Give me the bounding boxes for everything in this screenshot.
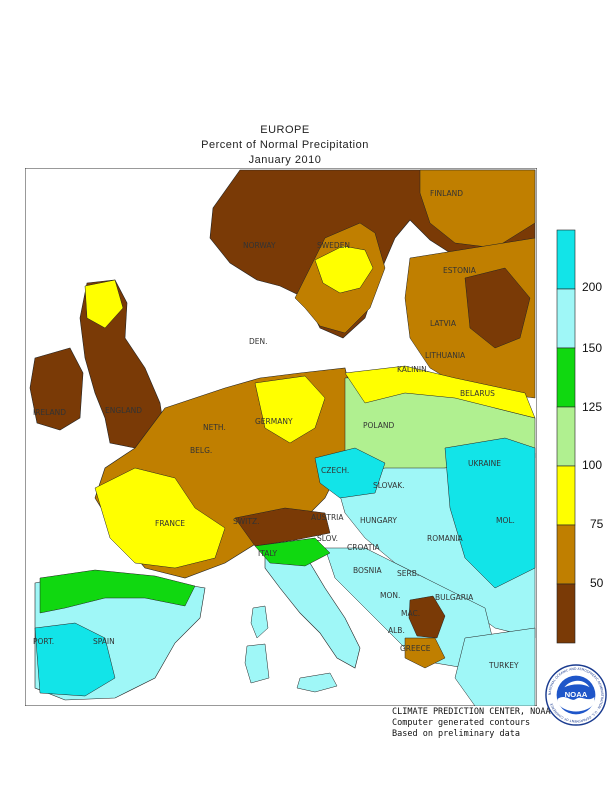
region-corsica	[250, 605, 269, 639]
region-sweden-yellow	[314, 245, 374, 294]
credits: CLIMATE PREDICTION CENTER, NOAA Computer…	[392, 707, 551, 740]
label-germany: GERMANY	[255, 417, 293, 426]
label-moldova: MOL.	[496, 516, 515, 525]
label-kaliningrad: KALININ.	[397, 365, 429, 374]
legend-label-75: 75	[590, 517, 604, 531]
label-poland: POLAND	[363, 421, 395, 430]
label-estonia: ESTONIA	[443, 266, 477, 275]
region-poland-yellow	[344, 365, 536, 419]
region-portugal-deep-cyan	[34, 622, 116, 697]
region-greece-dark	[408, 595, 446, 639]
label-italy: ITALY	[258, 549, 278, 558]
region-ukraine-deep-cyan	[444, 437, 536, 589]
credits-line-1: CLIMATE PREDICTION CENTER, NOAA	[392, 707, 551, 717]
label-denmark: DEN.	[249, 337, 268, 346]
credits-line-2: Computer generated contours	[392, 718, 531, 728]
label-greece: GREECE	[400, 644, 431, 653]
label-albania: ALB.	[388, 626, 405, 635]
label-ukraine: UKRAINE	[468, 459, 501, 468]
label-belgium: BELG.	[190, 446, 212, 455]
precipitation-map: FINLAND NORWAY SWEDEN ESTONIA LATVIA LIT…	[25, 168, 537, 706]
map-period: January 2010	[248, 154, 322, 166]
label-macedonia: MAC.	[401, 609, 420, 618]
label-latvia: LATVIA	[430, 319, 457, 328]
region-sardinia	[244, 643, 270, 684]
legend-swatch-1	[556, 288, 576, 349]
region-scotland-yellow	[84, 279, 124, 329]
legend-label-125: 125	[582, 400, 603, 414]
label-finland: FINLAND	[430, 189, 463, 198]
label-hungary: HUNGARY	[360, 516, 397, 525]
legend-label-200: 200	[582, 280, 603, 294]
legend-swatch-2	[556, 347, 576, 408]
map-region-title: EUROPE	[260, 124, 310, 136]
region-finland	[419, 169, 536, 249]
region-greece-brown	[404, 637, 446, 669]
noaa-logo-text: NOAA	[565, 690, 588, 699]
map-title: Percent of Normal Precipitation	[201, 139, 369, 151]
label-spain: SPAIN	[93, 637, 115, 646]
label-switzerland: SWITZ.	[233, 517, 260, 526]
noaa-logo: NOAA NATIONAL OCEANIC AND ATMOSPHERIC AD…	[545, 664, 607, 726]
precipitation-legend	[556, 229, 576, 644]
region-czech-cyan	[314, 447, 386, 499]
label-france: FRANCE	[155, 519, 185, 528]
legend-label-50: 50	[590, 576, 604, 590]
label-ireland: IRELAND	[33, 408, 66, 417]
label-bulgaria: BULGARIA	[435, 593, 474, 602]
label-bosnia: BOSNIA	[353, 566, 382, 575]
region-ireland	[29, 347, 84, 431]
label-england: ENGLAND	[105, 406, 142, 415]
label-slovenia: SLOV.	[317, 534, 338, 543]
region-iberia-north-green	[39, 569, 196, 614]
label-austria: AUSTRIA	[311, 513, 344, 522]
region-baltics-dark	[464, 267, 531, 349]
legend-label-150: 150	[582, 341, 603, 355]
label-montenegro: MON.	[380, 591, 400, 600]
label-czech: CZECH.	[321, 466, 349, 475]
label-norway: NORWAY	[243, 241, 276, 250]
label-croatia: CROATIA	[347, 543, 381, 552]
legend-swatch-4	[556, 465, 576, 526]
label-lithuania: LITHUANIA	[425, 351, 466, 360]
credits-line-3: Based on preliminary data	[392, 729, 520, 739]
region-sicily	[296, 672, 338, 693]
label-romania: ROMANIA	[427, 534, 464, 543]
legend-swatch-6	[556, 583, 576, 644]
region-germany-yellow	[254, 375, 326, 444]
label-turkey: TURKEY	[488, 661, 519, 670]
region-north-italy-green	[254, 537, 331, 567]
label-belarus: BELARUS	[460, 389, 495, 398]
region-turkey	[454, 627, 536, 706]
label-serbia: SERB.	[397, 569, 419, 578]
region-france-yellow	[94, 467, 226, 569]
label-sweden: SWEDEN	[317, 241, 350, 250]
label-slovakia: SLOVAK.	[373, 481, 405, 490]
label-netherlands: NETH.	[203, 423, 226, 432]
legend-swatch-3	[556, 406, 576, 467]
legend-swatch-5	[556, 524, 576, 585]
label-portugal: PORT.	[33, 637, 54, 646]
legend-swatch-0	[556, 229, 576, 290]
legend-label-100: 100	[582, 458, 603, 472]
